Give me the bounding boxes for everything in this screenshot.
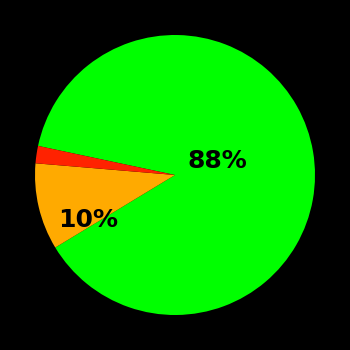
Text: 10%: 10% (58, 208, 118, 232)
Wedge shape (38, 35, 315, 315)
Text: 88%: 88% (187, 149, 247, 173)
Wedge shape (35, 163, 175, 247)
Wedge shape (35, 146, 175, 175)
